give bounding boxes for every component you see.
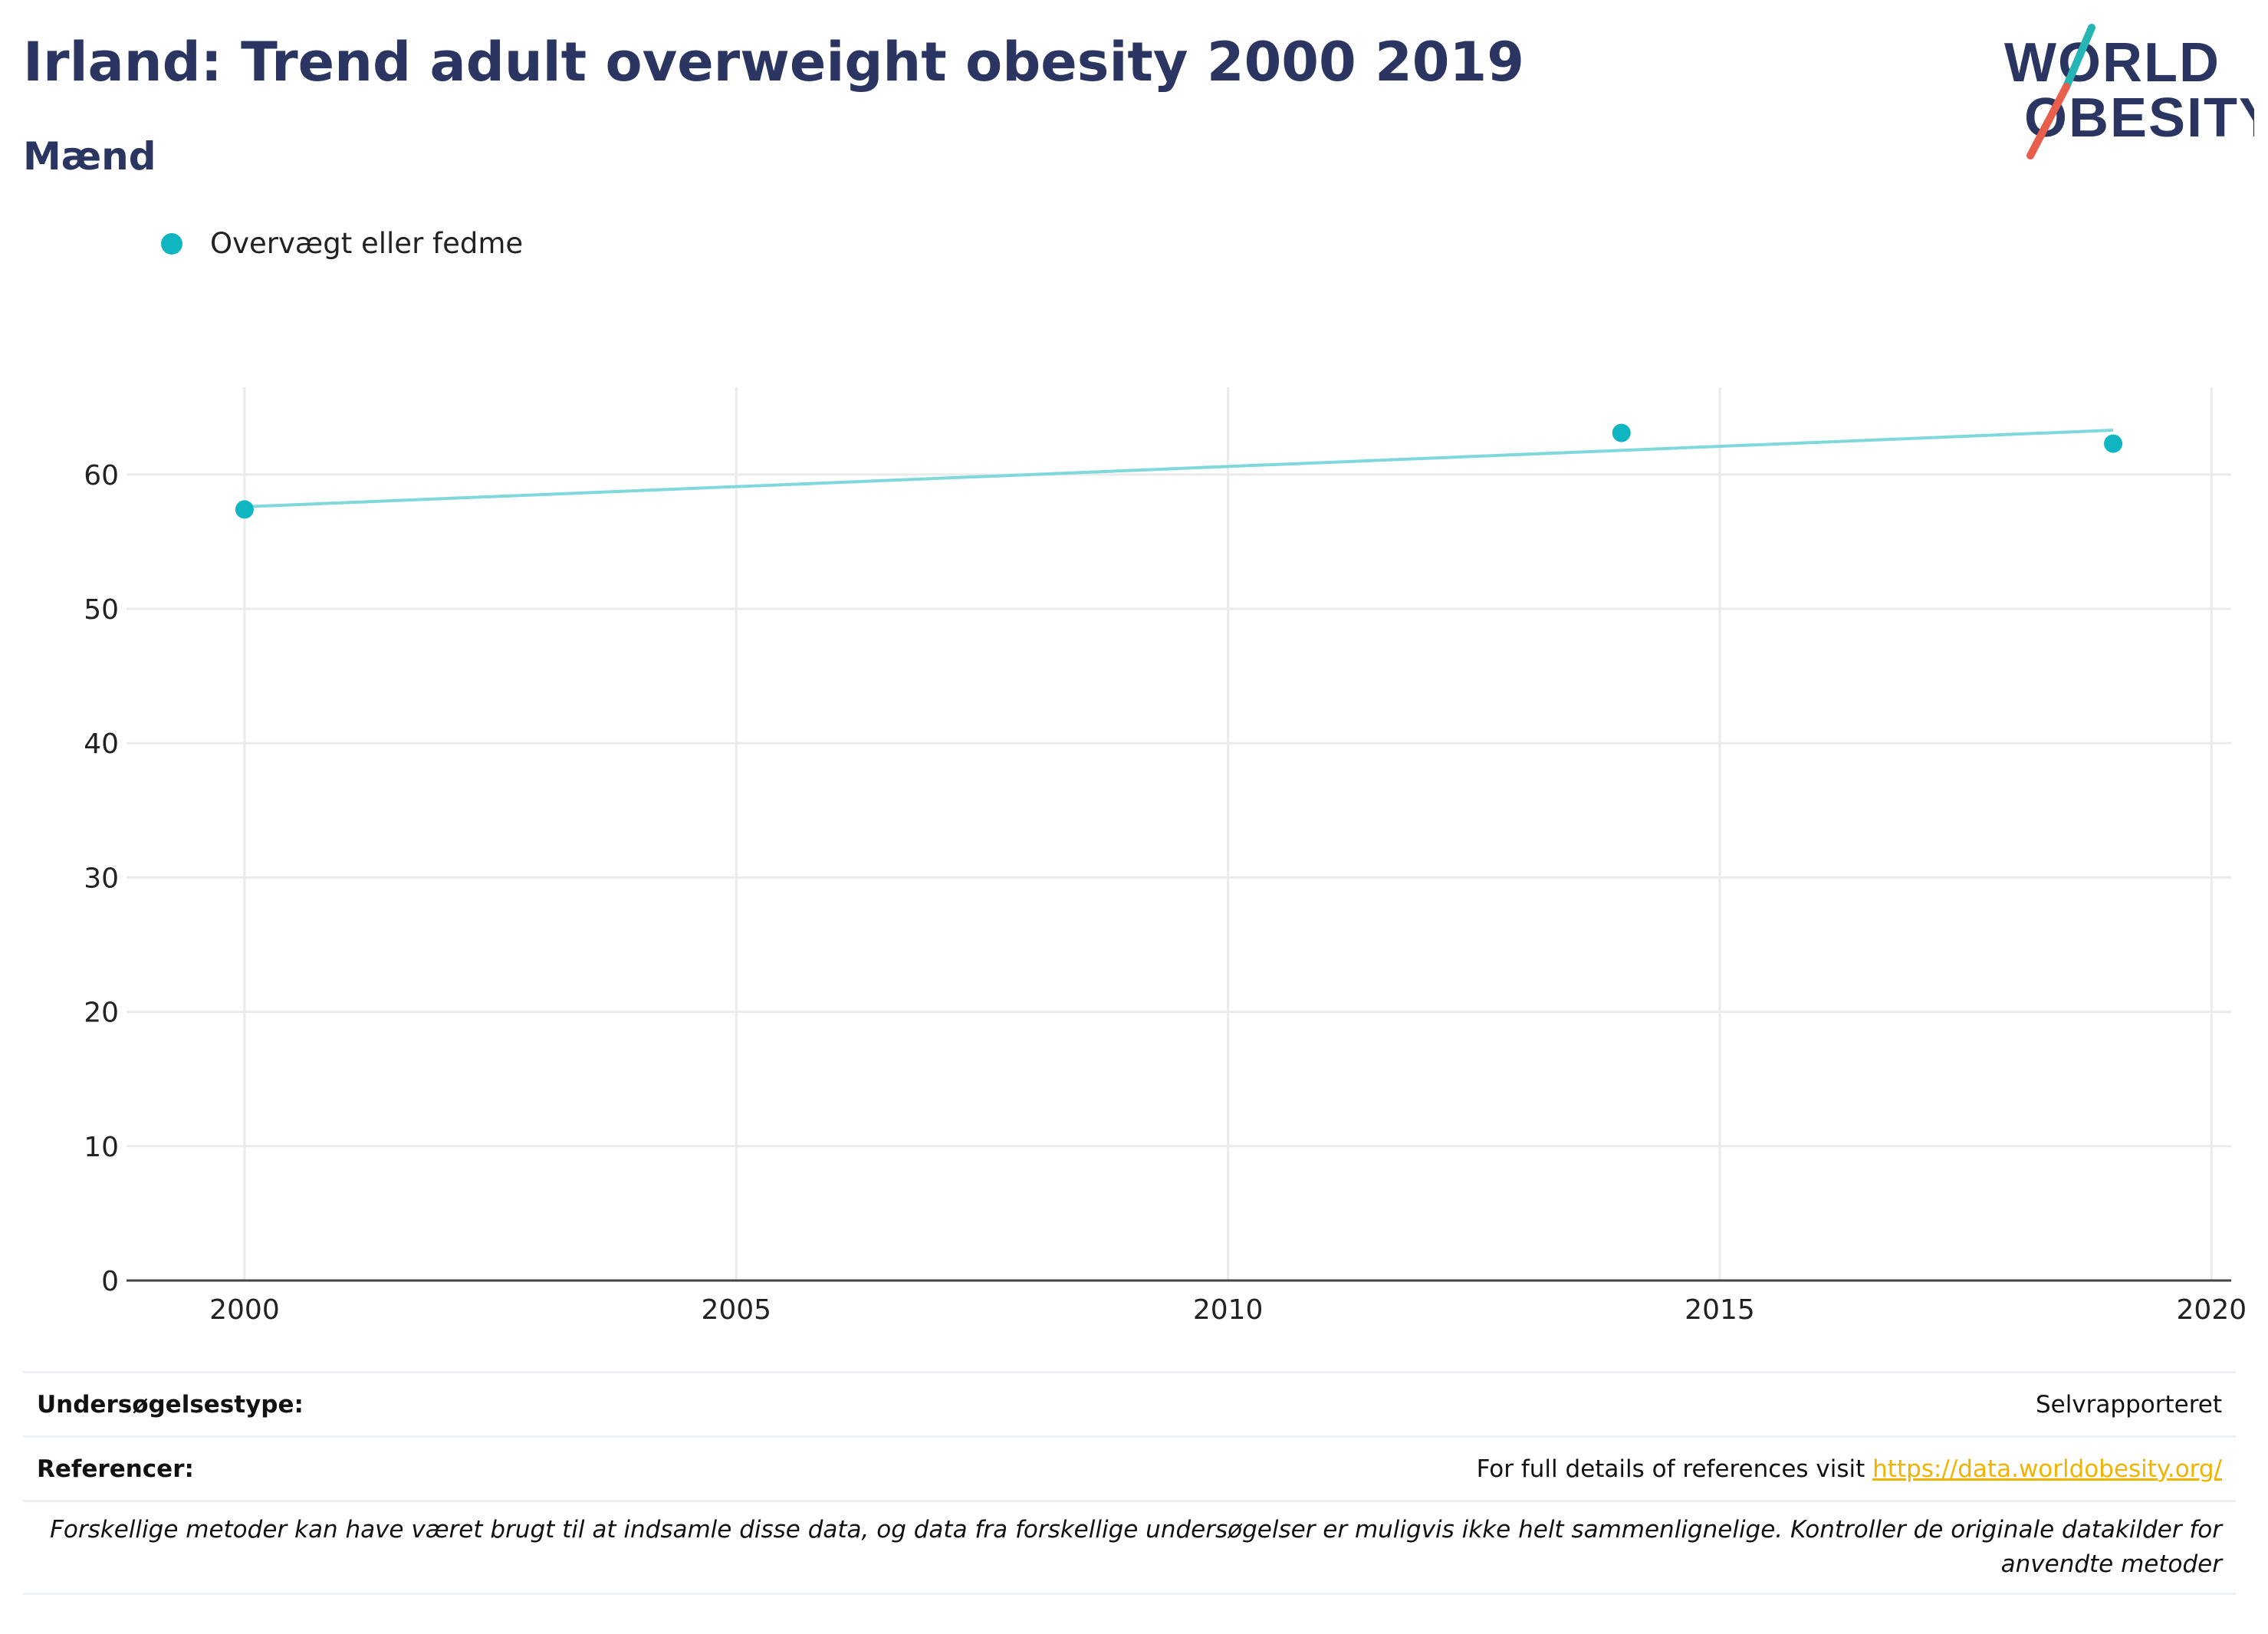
legend-marker <box>161 232 182 255</box>
data-points <box>235 423 2123 519</box>
chart-title: Irland: Trend adult overweight obesity 2… <box>23 31 1524 94</box>
survey-type-label: Undersøgelsestype: <box>37 1390 304 1419</box>
references-link[interactable]: https://data.worldobesity.org/ <box>1872 1455 2222 1483</box>
methods-note-row: Forskellige metoder kan have været brugt… <box>23 1500 2236 1595</box>
y-tick-label-30: 30 <box>84 863 119 894</box>
references-row: Referencer: For full details of referenc… <box>23 1435 2236 1500</box>
x-tick-label-2005: 2005 <box>701 1294 771 1326</box>
x-tick-label-2020: 2020 <box>2177 1294 2247 1326</box>
axes: 2000 2005 2010 2015 2020 0 10 20 30 40 50 60 <box>84 460 2247 1326</box>
y-tick-label-20: 20 <box>84 998 119 1029</box>
logo-slash-red <box>2026 83 2070 159</box>
x-tick-label-2010: 2010 <box>1193 1294 1264 1326</box>
info-table: Undersøgelsestype: Selvrapporteret Refer… <box>23 1371 2236 1595</box>
references-label: Referencer: <box>37 1455 194 1483</box>
data-point-2019 <box>2104 434 2123 453</box>
survey-type-row: Undersøgelsestype: Selvrapporteret <box>23 1371 2236 1435</box>
y-tick-label-10: 10 <box>84 1132 119 1163</box>
chart-plot: 2000 2005 2010 2015 2020 0 10 20 30 40 50 60 <box>84 387 2247 1326</box>
x-tick-label-2000: 2000 <box>209 1294 280 1326</box>
y-tick-label-60: 60 <box>84 460 119 492</box>
x-tick-label-2015: 2015 <box>1685 1294 1755 1326</box>
grid <box>127 387 2231 1281</box>
data-point-2000 <box>235 500 254 519</box>
world-obesity-logo: WORLD OBESITY <box>2004 24 2254 159</box>
chart-subtitle: Mænd <box>23 134 156 179</box>
trendline-layer <box>244 429 2114 508</box>
y-tick-label-50: 50 <box>84 594 119 626</box>
survey-type-value: Selvrapporteret <box>2035 1390 2222 1419</box>
legend-label: Overvægt eller fedme <box>210 227 524 260</box>
logo-slash-teal <box>2063 24 2095 90</box>
y-tick-label-0: 0 <box>101 1266 119 1297</box>
legend[interactable]: Overvægt eller fedme <box>161 227 523 260</box>
data-point-2014 <box>1612 423 1631 442</box>
methods-note: Forskellige metoder kan have været brugt… <box>50 1516 2222 1578</box>
trendline <box>244 429 2114 508</box>
references-text: For full details of references visit <box>1476 1455 1873 1483</box>
logo-text-world: WORLD <box>2004 32 2220 94</box>
y-tick-label-40: 40 <box>84 728 119 760</box>
references-value: For full details of references visit htt… <box>1477 1455 2222 1483</box>
